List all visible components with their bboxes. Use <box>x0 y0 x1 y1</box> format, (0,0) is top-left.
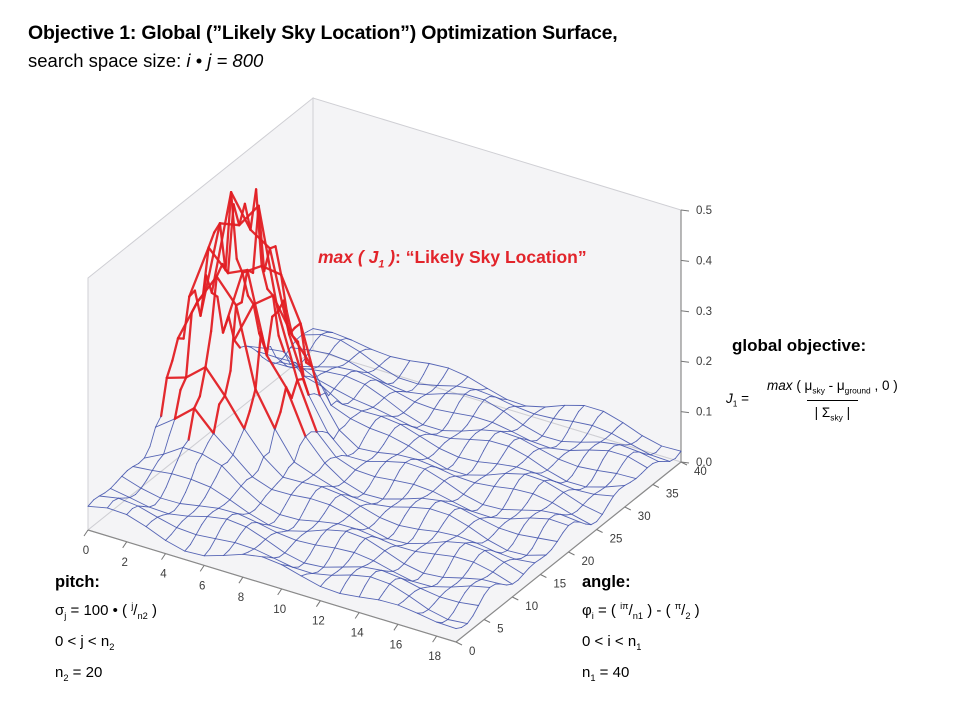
pitch-heading: pitch: <box>55 573 100 591</box>
subtitle-math: i • j = 800 <box>186 50 264 71</box>
objective-fraction: max ( μsky - μground , 0 ) | Σsky | <box>759 378 906 422</box>
svg-text:0: 0 <box>469 646 475 658</box>
objective-heading: global objective: <box>732 336 867 355</box>
angle-formula: φi = ( iπ/n1 ) - ( π/2 ) <box>582 601 700 621</box>
pitch-n-value: n2 = 20 <box>55 664 103 683</box>
svg-text:20: 20 <box>582 556 595 568</box>
angle-param-block: angle: φi = ( iπ/n1 ) - ( π/2 ) 0 < i < … <box>582 570 700 691</box>
svg-text:5: 5 <box>497 624 503 636</box>
svg-text:16: 16 <box>390 639 403 651</box>
pitch-bounds: 0 < j < n2 <box>55 633 115 652</box>
svg-text:0.3: 0.3 <box>696 306 712 318</box>
svg-text:14: 14 <box>351 628 364 640</box>
pitch-formula: σj = 100 • ( j/n2 ) <box>55 601 157 621</box>
objective-lhs: J1 = <box>726 391 750 410</box>
pitch-param-block: pitch: σj = 100 • ( j/n2 ) 0 < j < n2 n2… <box>55 570 157 691</box>
annotation-math: max ( J1 ) <box>318 247 396 271</box>
z-axis-ticks: 0.0 0.1 0.2 0.3 0.4 0.5 <box>680 205 713 469</box>
svg-text:10: 10 <box>273 604 286 616</box>
svg-text:12: 12 <box>312 616 325 628</box>
svg-text:25: 25 <box>610 534 623 546</box>
objective-numerator: max ( μsky - μground , 0 ) <box>767 378 898 396</box>
objective-denominator: | Σsky | <box>806 399 859 422</box>
global-objective-block: global objective: J1 = max ( μsky - μgro… <box>726 336 952 422</box>
svg-text:40: 40 <box>694 466 707 478</box>
svg-text:6: 6 <box>199 580 205 592</box>
figure-title: Objective 1: Global (”Likely Sky Locatio… <box>28 22 618 44</box>
objective-formula: J1 = max ( μsky - μground , 0 ) | Σsky | <box>726 378 952 422</box>
wire-mesh <box>87 188 682 630</box>
svg-text:0.2: 0.2 <box>696 356 712 368</box>
svg-text:0.5: 0.5 <box>696 205 712 217</box>
svg-text:30: 30 <box>638 511 651 523</box>
annotation-label: : “Likely Sky Location” <box>395 247 587 267</box>
subtitle-prefix: search space size: <box>28 50 187 71</box>
svg-text:18: 18 <box>428 651 441 663</box>
angle-bounds: 0 < i < n1 <box>582 633 642 652</box>
svg-text:8: 8 <box>238 592 244 604</box>
svg-text:0: 0 <box>83 545 89 557</box>
figure-subtitle: search space size: i • j = 800 <box>28 50 263 72</box>
angle-heading: angle: <box>582 573 631 591</box>
svg-text:0.1: 0.1 <box>696 407 712 419</box>
svg-text:10: 10 <box>525 601 538 613</box>
y-axis-ticks: 0 5 10 15 20 25 30 35 40 <box>455 461 707 658</box>
angle-n-value: n1 = 40 <box>582 664 630 683</box>
x-axis-ticks: 0 2 4 6 8 10 12 14 16 18 <box>83 529 441 663</box>
svg-text:15: 15 <box>553 579 566 591</box>
svg-text:4: 4 <box>160 569 167 581</box>
svg-text:0.0: 0.0 <box>696 457 712 469</box>
svg-text:0.4: 0.4 <box>696 255 713 267</box>
svg-text:35: 35 <box>666 489 679 501</box>
svg-text:2: 2 <box>121 557 127 569</box>
peak-annotation: max ( J1 ): “Likely Sky Location” <box>318 247 587 271</box>
